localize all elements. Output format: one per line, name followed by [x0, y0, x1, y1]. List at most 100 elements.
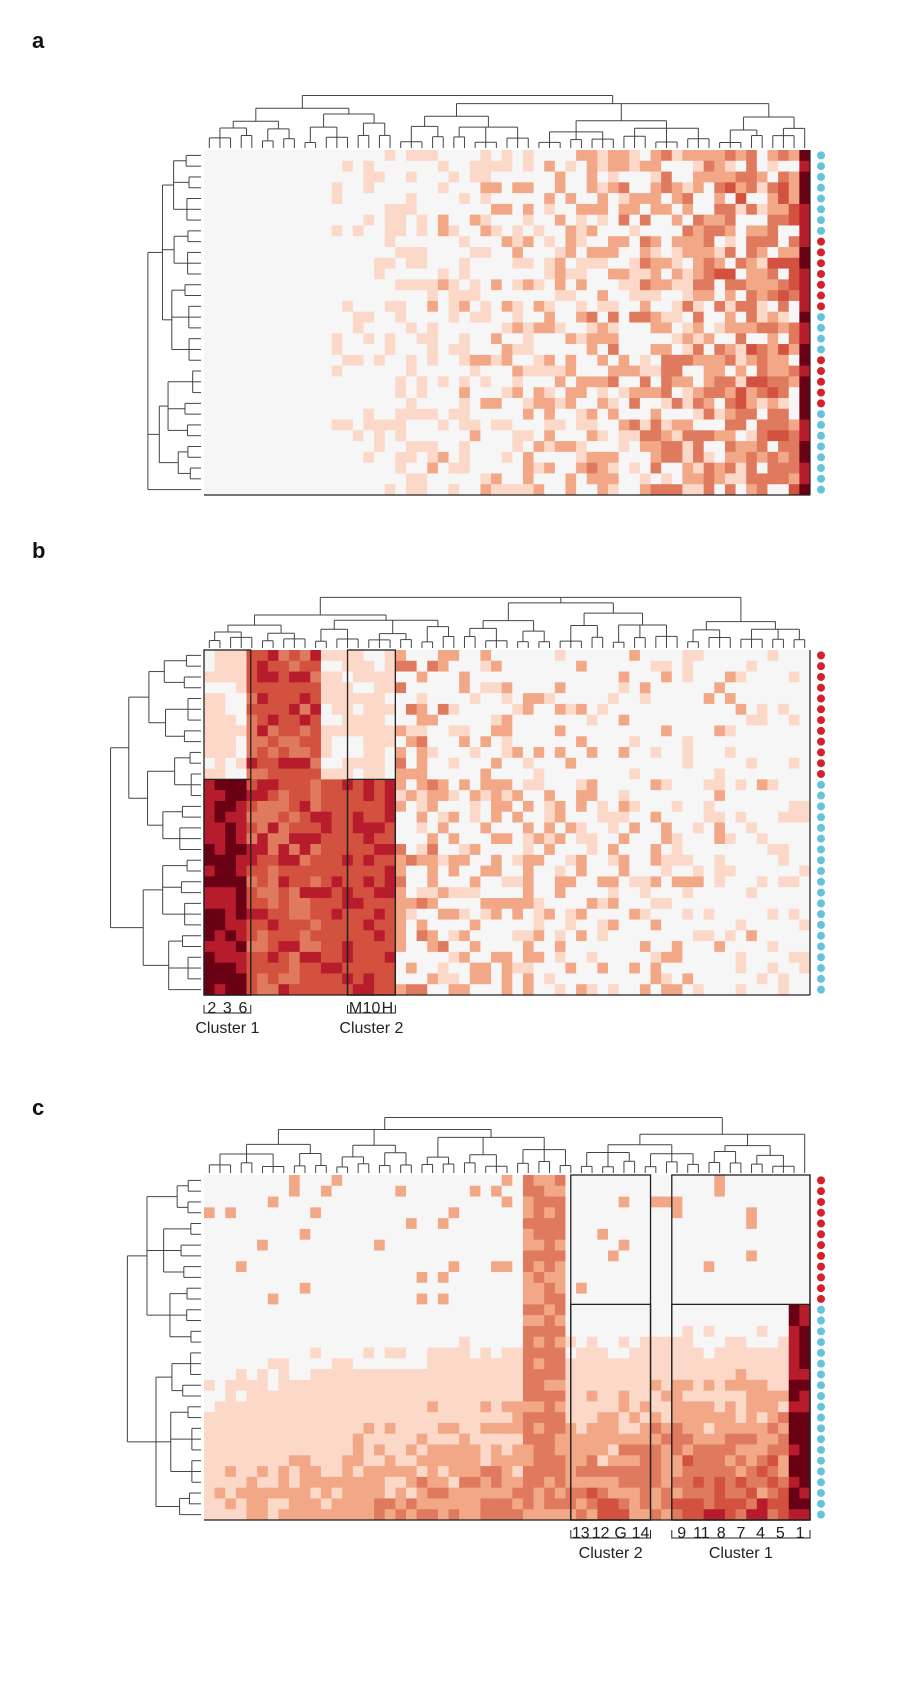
heatmap-cell: [448, 660, 460, 672]
heatmap-cell: [267, 225, 279, 237]
heatmap-cell: [427, 887, 439, 899]
heatmap-cell: [778, 650, 790, 662]
heatmap-cell: [395, 736, 407, 748]
heatmap-cell: [235, 376, 247, 388]
heatmap-cell: [544, 1261, 556, 1273]
heatmap-cell: [799, 941, 811, 953]
group-marker-blue: [817, 899, 825, 908]
heatmap-cell: [204, 236, 216, 248]
heatmap-cell: [214, 897, 226, 910]
heatmap-cell: [661, 725, 673, 737]
heatmap-cell: [363, 160, 375, 172]
heatmap-cell: [597, 714, 609, 726]
heatmap-cell: [799, 430, 811, 442]
heatmap-cell: [427, 408, 439, 420]
heatmap-cell: [491, 397, 503, 410]
heatmap-cell: [352, 290, 364, 302]
heatmap-cell: [778, 171, 790, 183]
heatmap-cell: [289, 1325, 301, 1338]
heatmap-cell: [586, 160, 598, 172]
heatmap-cell: [427, 865, 439, 877]
heatmap-cell: [735, 725, 747, 737]
heatmap-cell: [289, 908, 301, 920]
heatmap-cell: [214, 1293, 226, 1305]
heatmap-cell: [480, 1304, 492, 1316]
heatmap-cell: [533, 1239, 545, 1251]
heatmap-cell: [522, 1315, 534, 1327]
heatmap-cell: [522, 790, 534, 802]
heatmap-cell: [204, 951, 216, 964]
heatmap-cell: [650, 203, 662, 216]
heatmap-cell: [363, 897, 375, 910]
heatmap-cell: [597, 462, 609, 474]
heatmap-cell: [554, 1250, 566, 1262]
heatmap-cell: [374, 268, 386, 280]
heatmap-cell: [480, 160, 492, 172]
heatmap-cell: [522, 257, 534, 269]
heatmap-cell: [427, 1272, 439, 1284]
heatmap-cell: [395, 333, 407, 345]
heatmap-cell: [257, 962, 269, 974]
heatmap-cell: [374, 182, 386, 194]
heatmap-cell: [671, 930, 683, 942]
heatmap-cell: [618, 214, 630, 226]
heatmap-cell: [352, 268, 364, 280]
heatmap-cell: [374, 1325, 386, 1338]
heatmap-cell: [469, 941, 481, 953]
heatmap-cell: [533, 214, 545, 226]
heatmap-cell: [799, 714, 811, 726]
heatmap-cell: [714, 1175, 726, 1187]
heatmap-cell: [618, 1175, 630, 1187]
heatmap-cell: [299, 800, 311, 813]
heatmap-cell: [565, 473, 577, 485]
heatmap-cell: [597, 703, 609, 716]
heatmap-cell: [480, 1239, 492, 1251]
heatmap-cell: [788, 1185, 800, 1197]
heatmap-cell: [671, 247, 683, 259]
heatmap-cell: [352, 311, 364, 323]
heatmap-cell: [661, 962, 673, 974]
heatmap-cell: [629, 951, 641, 964]
heatmap-cell: [703, 714, 715, 726]
heatmap-cell: [693, 451, 705, 464]
heatmap-cell: [257, 1207, 269, 1219]
heatmap-cell: [724, 833, 736, 845]
heatmap-cell: [267, 333, 279, 345]
heatmap-cell: [289, 1228, 301, 1241]
heatmap-cell: [384, 290, 396, 302]
heatmap-cell: [544, 779, 556, 791]
heatmap-cell: [257, 865, 269, 877]
heatmap-cell: [639, 203, 651, 216]
heatmap-cell: [363, 811, 375, 823]
heatmap-cell: [512, 376, 524, 388]
heatmap-cell: [491, 951, 503, 964]
heatmap-cell: [586, 1239, 598, 1251]
heatmap-cell: [278, 279, 290, 291]
group-marker-red: [817, 769, 825, 778]
heatmap-cell: [214, 682, 226, 694]
heatmap-cell: [522, 703, 534, 716]
heatmap-cell: [384, 790, 396, 802]
heatmap-cell: [693, 800, 705, 813]
heatmap-cell: [491, 419, 503, 431]
heatmap-cell: [310, 473, 322, 485]
heatmap-cell: [746, 1207, 758, 1219]
heatmap-cell: [342, 1282, 354, 1294]
heatmap-cell: [533, 203, 545, 216]
heatmap-cell: [416, 311, 428, 323]
heatmap-cell: [363, 703, 375, 716]
heatmap-cell: [469, 451, 481, 464]
heatmap-cell: [778, 1239, 790, 1251]
heatmap-cell: [289, 887, 301, 899]
heatmap-cell: [257, 973, 269, 985]
heatmap-cell: [746, 811, 758, 823]
heatmap-cell: [682, 300, 694, 313]
heatmap-cell: [374, 768, 386, 780]
heatmap-cell: [384, 203, 396, 216]
group-marker-blue: [817, 474, 825, 483]
heatmap-cell: [204, 279, 216, 291]
heatmap-cell: [682, 1304, 694, 1316]
heatmap-cell: [480, 150, 492, 162]
heatmap-cell: [682, 257, 694, 269]
heatmap-cell: [661, 951, 673, 964]
